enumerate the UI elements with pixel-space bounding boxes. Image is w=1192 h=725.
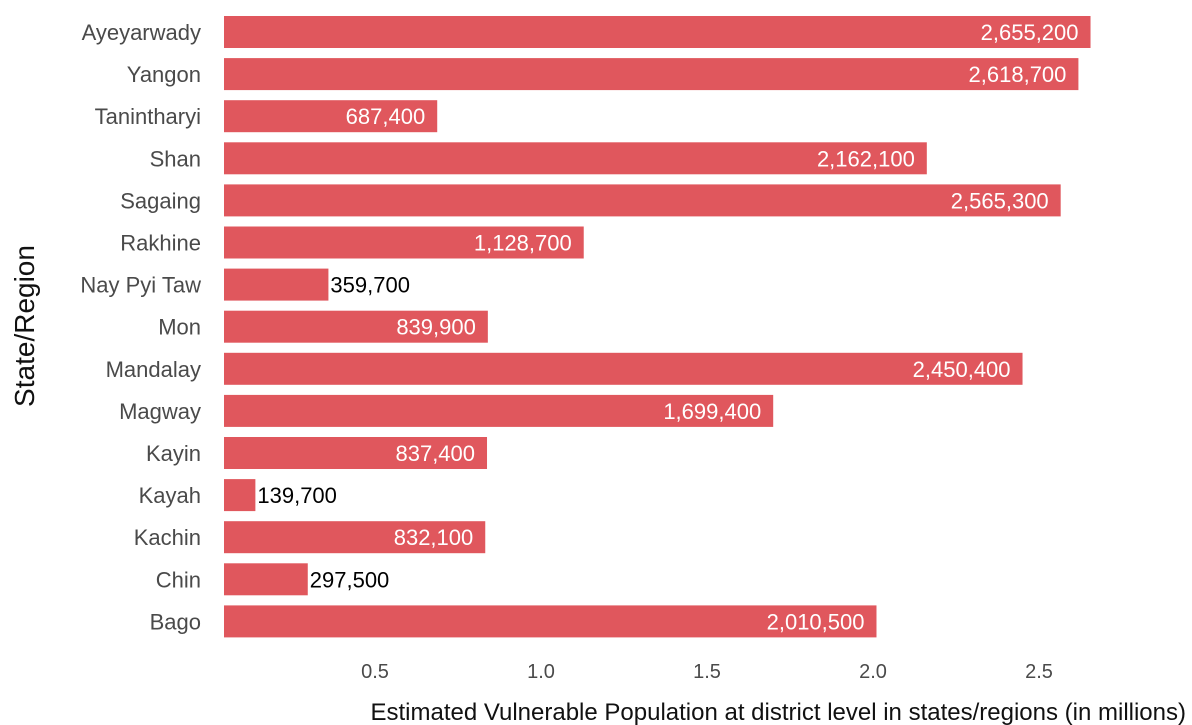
category-label: Kachin [134, 525, 201, 550]
data-label: 837,400 [395, 441, 475, 466]
data-label: 359,700 [330, 273, 410, 298]
category-label: Mon [158, 315, 201, 340]
category-label: Kayin [146, 441, 201, 466]
category-label: Nay Pyi Taw [80, 273, 201, 298]
x-tick-label: 1.0 [527, 661, 555, 683]
bar-ayeyarwady [224, 16, 1091, 48]
x-tick-label: 2.0 [859, 661, 887, 683]
category-label: Ayeyarwady [82, 20, 201, 45]
category-label: Magway [119, 399, 201, 424]
data-label: 139,700 [257, 483, 337, 508]
data-label: 2,618,700 [969, 62, 1067, 87]
data-label: 2,162,100 [817, 146, 915, 171]
category-label: Mandalay [106, 357, 201, 382]
y-axis-title: State/Region [9, 245, 40, 407]
category-label: Chin [156, 567, 201, 592]
bar-sagaing [224, 184, 1061, 217]
x-tick-label: 2.5 [1025, 661, 1053, 683]
bars: 2,655,200 2,618,700 687,400 2,162,100 2,565,… [224, 16, 1091, 638]
category-label: Tanintharyi [95, 104, 201, 129]
data-label: 2,565,300 [951, 188, 1049, 213]
category-labels: Ayeyarwady Yangon Tanintharyi Shan Sagaing Ra… [80, 20, 201, 634]
bar-tanintharyi [224, 100, 438, 133]
x-tick-label: 0.5 [361, 661, 389, 683]
data-label: 2,655,200 [981, 20, 1079, 45]
x-tick-labels: 0.5 1.0 1.5 2.0 2.5 [361, 661, 1053, 683]
bar-mandalay [224, 352, 1023, 385]
x-tick-label: 1.5 [693, 661, 721, 683]
category-label: Yangon [127, 62, 201, 87]
bar-yangon [224, 58, 1079, 91]
x-axis-title: Estimated Vulnerable Population at distr… [371, 699, 1187, 725]
data-label: 687,400 [346, 104, 426, 129]
data-label: 839,900 [396, 315, 476, 340]
bar-kayah [224, 479, 256, 512]
bar-kachin [224, 521, 486, 554]
bar-shan [224, 142, 927, 175]
bar-nay-pyi-taw [224, 268, 329, 301]
data-label: 1,699,400 [663, 399, 761, 424]
bar-magway [224, 394, 774, 427]
bar-mon [224, 310, 488, 343]
category-label: Bago [150, 609, 201, 634]
bar-bago [224, 605, 877, 638]
bar-chin [224, 563, 308, 596]
bar-rakhine [224, 226, 584, 259]
category-label: Shan [150, 146, 201, 171]
category-label: Kayah [139, 483, 201, 508]
category-label: Rakhine [120, 231, 201, 256]
bar-kayin [224, 437, 488, 469]
data-label: 2,010,500 [767, 609, 865, 634]
data-label: 1,128,700 [474, 231, 572, 256]
data-label: 297,500 [310, 567, 390, 592]
category-label: Sagaing [120, 188, 201, 213]
data-label: 832,100 [394, 525, 474, 550]
data-label: 2,450,400 [913, 357, 1011, 382]
